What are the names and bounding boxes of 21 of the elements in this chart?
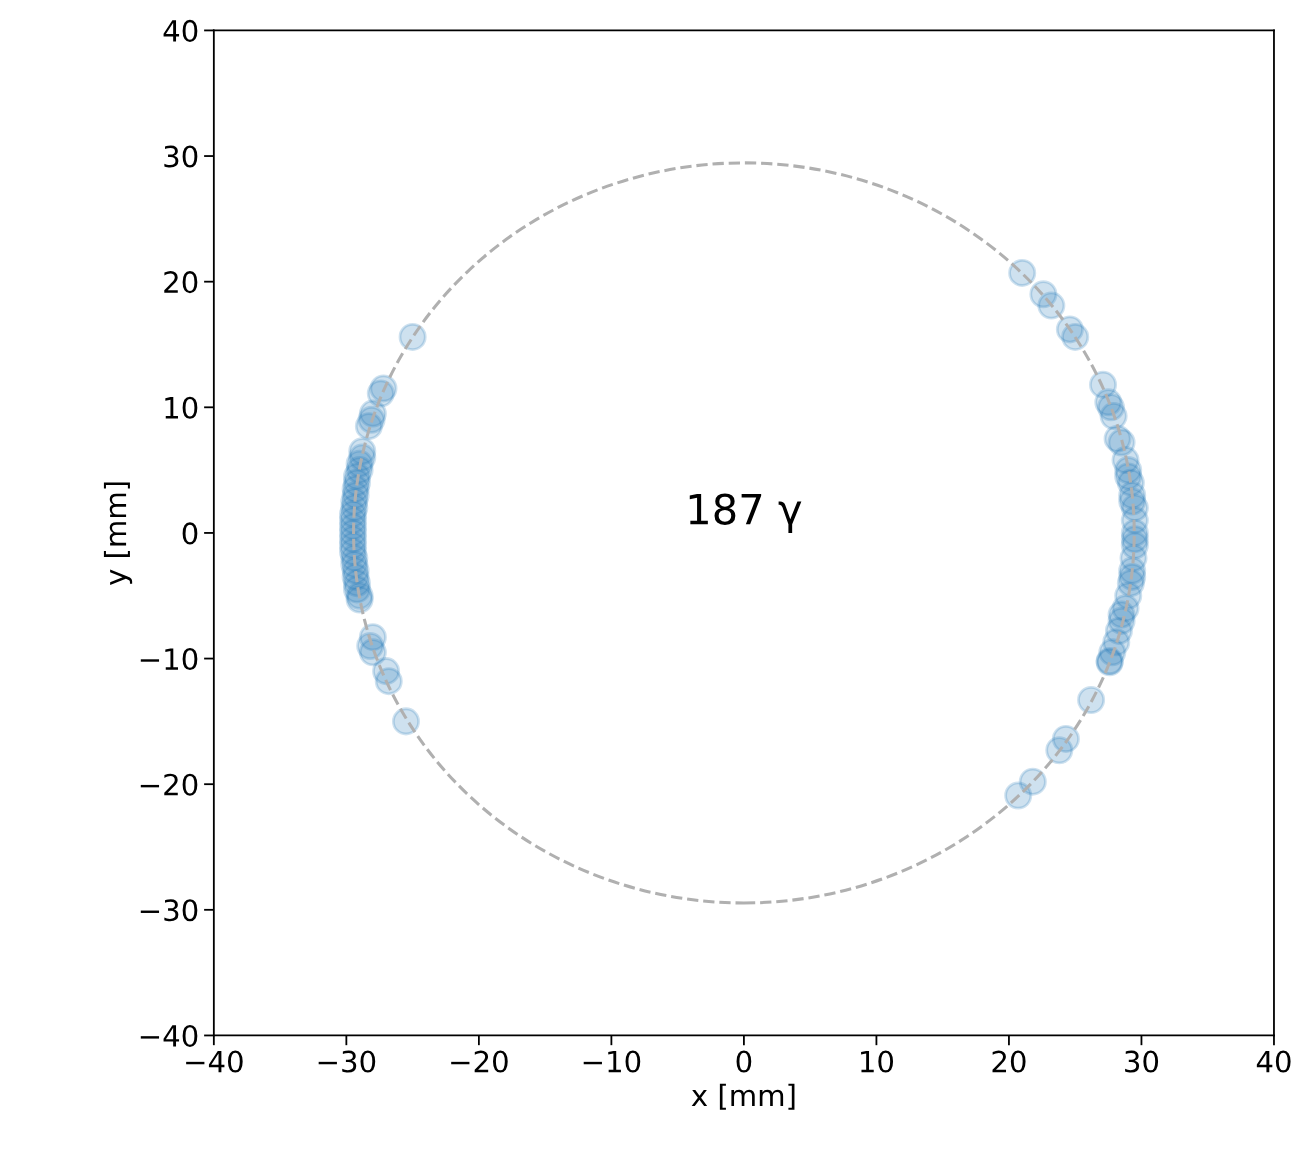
- y-tick-label: 0: [182, 522, 198, 545]
- x-axis-title: x [mm]: [691, 1083, 795, 1110]
- x-tick-label: 20: [992, 1050, 1026, 1073]
- annotation: 187 γ: [689, 493, 802, 533]
- y-tick-label: −30: [140, 899, 198, 922]
- x-tick-label: −10: [583, 1050, 641, 1073]
- y-tick-label: 10: [165, 396, 198, 419]
- y-tick-label: 30: [164, 145, 198, 168]
- x-tick-label: 30: [1125, 1050, 1159, 1073]
- y-tick-label: 20: [164, 271, 198, 294]
- x-tick-label: −40: [186, 1050, 243, 1073]
- x-tick-label: −30: [318, 1050, 376, 1073]
- y-tick-label: −10: [140, 648, 198, 671]
- y-axis-title: y [mm]: [103, 482, 133, 586]
- x-tick-label: 0: [736, 1050, 752, 1073]
- x-tick-label: 40: [1256, 1050, 1291, 1073]
- y-tick-label: 40: [163, 19, 198, 42]
- x-tick-label: 10: [861, 1050, 894, 1073]
- y-tick-label: −20: [140, 773, 198, 796]
- y-tick-label: −40: [140, 1024, 198, 1047]
- x-tick-label: −20: [451, 1050, 508, 1073]
